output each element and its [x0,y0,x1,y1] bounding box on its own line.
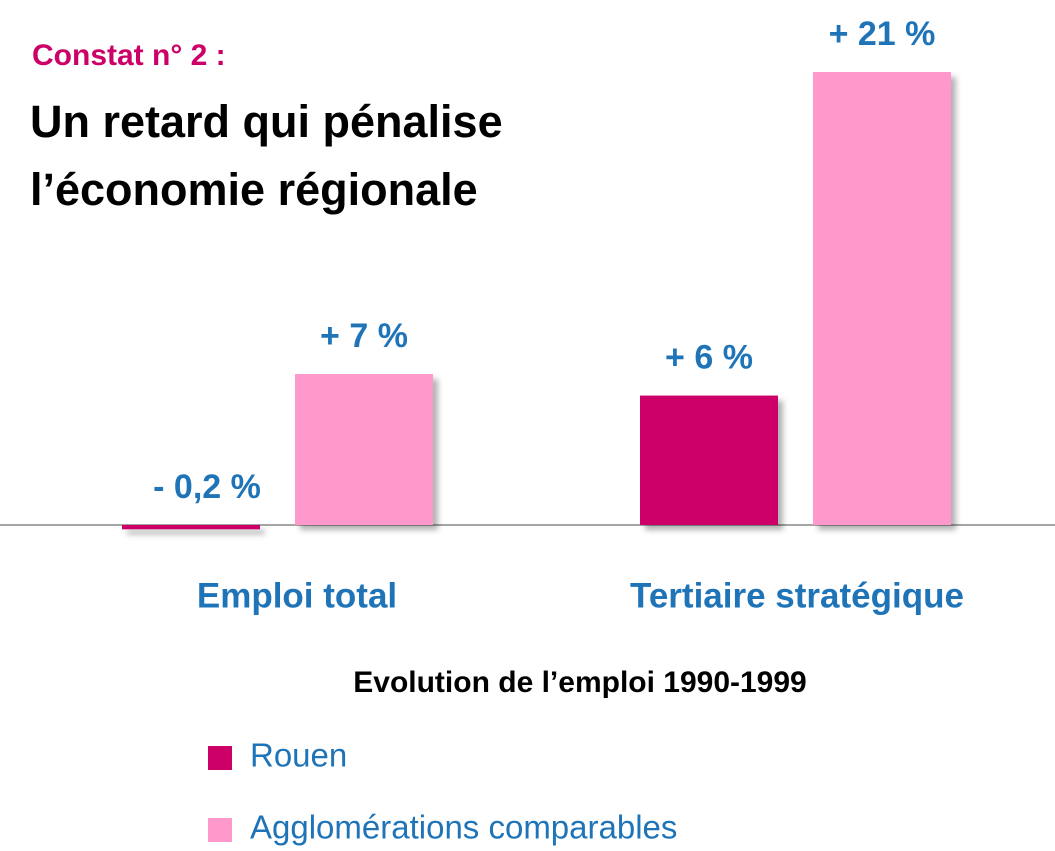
data-label: + 21 % [829,15,936,53]
x-tick-label: Tertiaire stratégique [630,576,964,615]
chart-title: Un retard qui pénalise [30,96,503,147]
legend-label: Agglomérations comparables [250,809,677,846]
bar [813,72,951,525]
data-label: + 6 % [665,339,753,377]
data-label: + 7 % [320,317,408,355]
bar [295,374,433,525]
legend-label: Rouen [250,737,347,774]
data-label: - 0,2 % [153,468,261,506]
chart-title: l’économie régionale [30,164,478,215]
x-axis-label: Evolution de l’emploi 1990-1999 [353,666,807,699]
legend-swatch [208,818,232,842]
bar [640,395,778,525]
x-tick-label: Emploi total [197,576,397,615]
legend-swatch [208,746,232,770]
bar [122,525,260,530]
kicker: Constat n° 2 : [32,39,226,72]
